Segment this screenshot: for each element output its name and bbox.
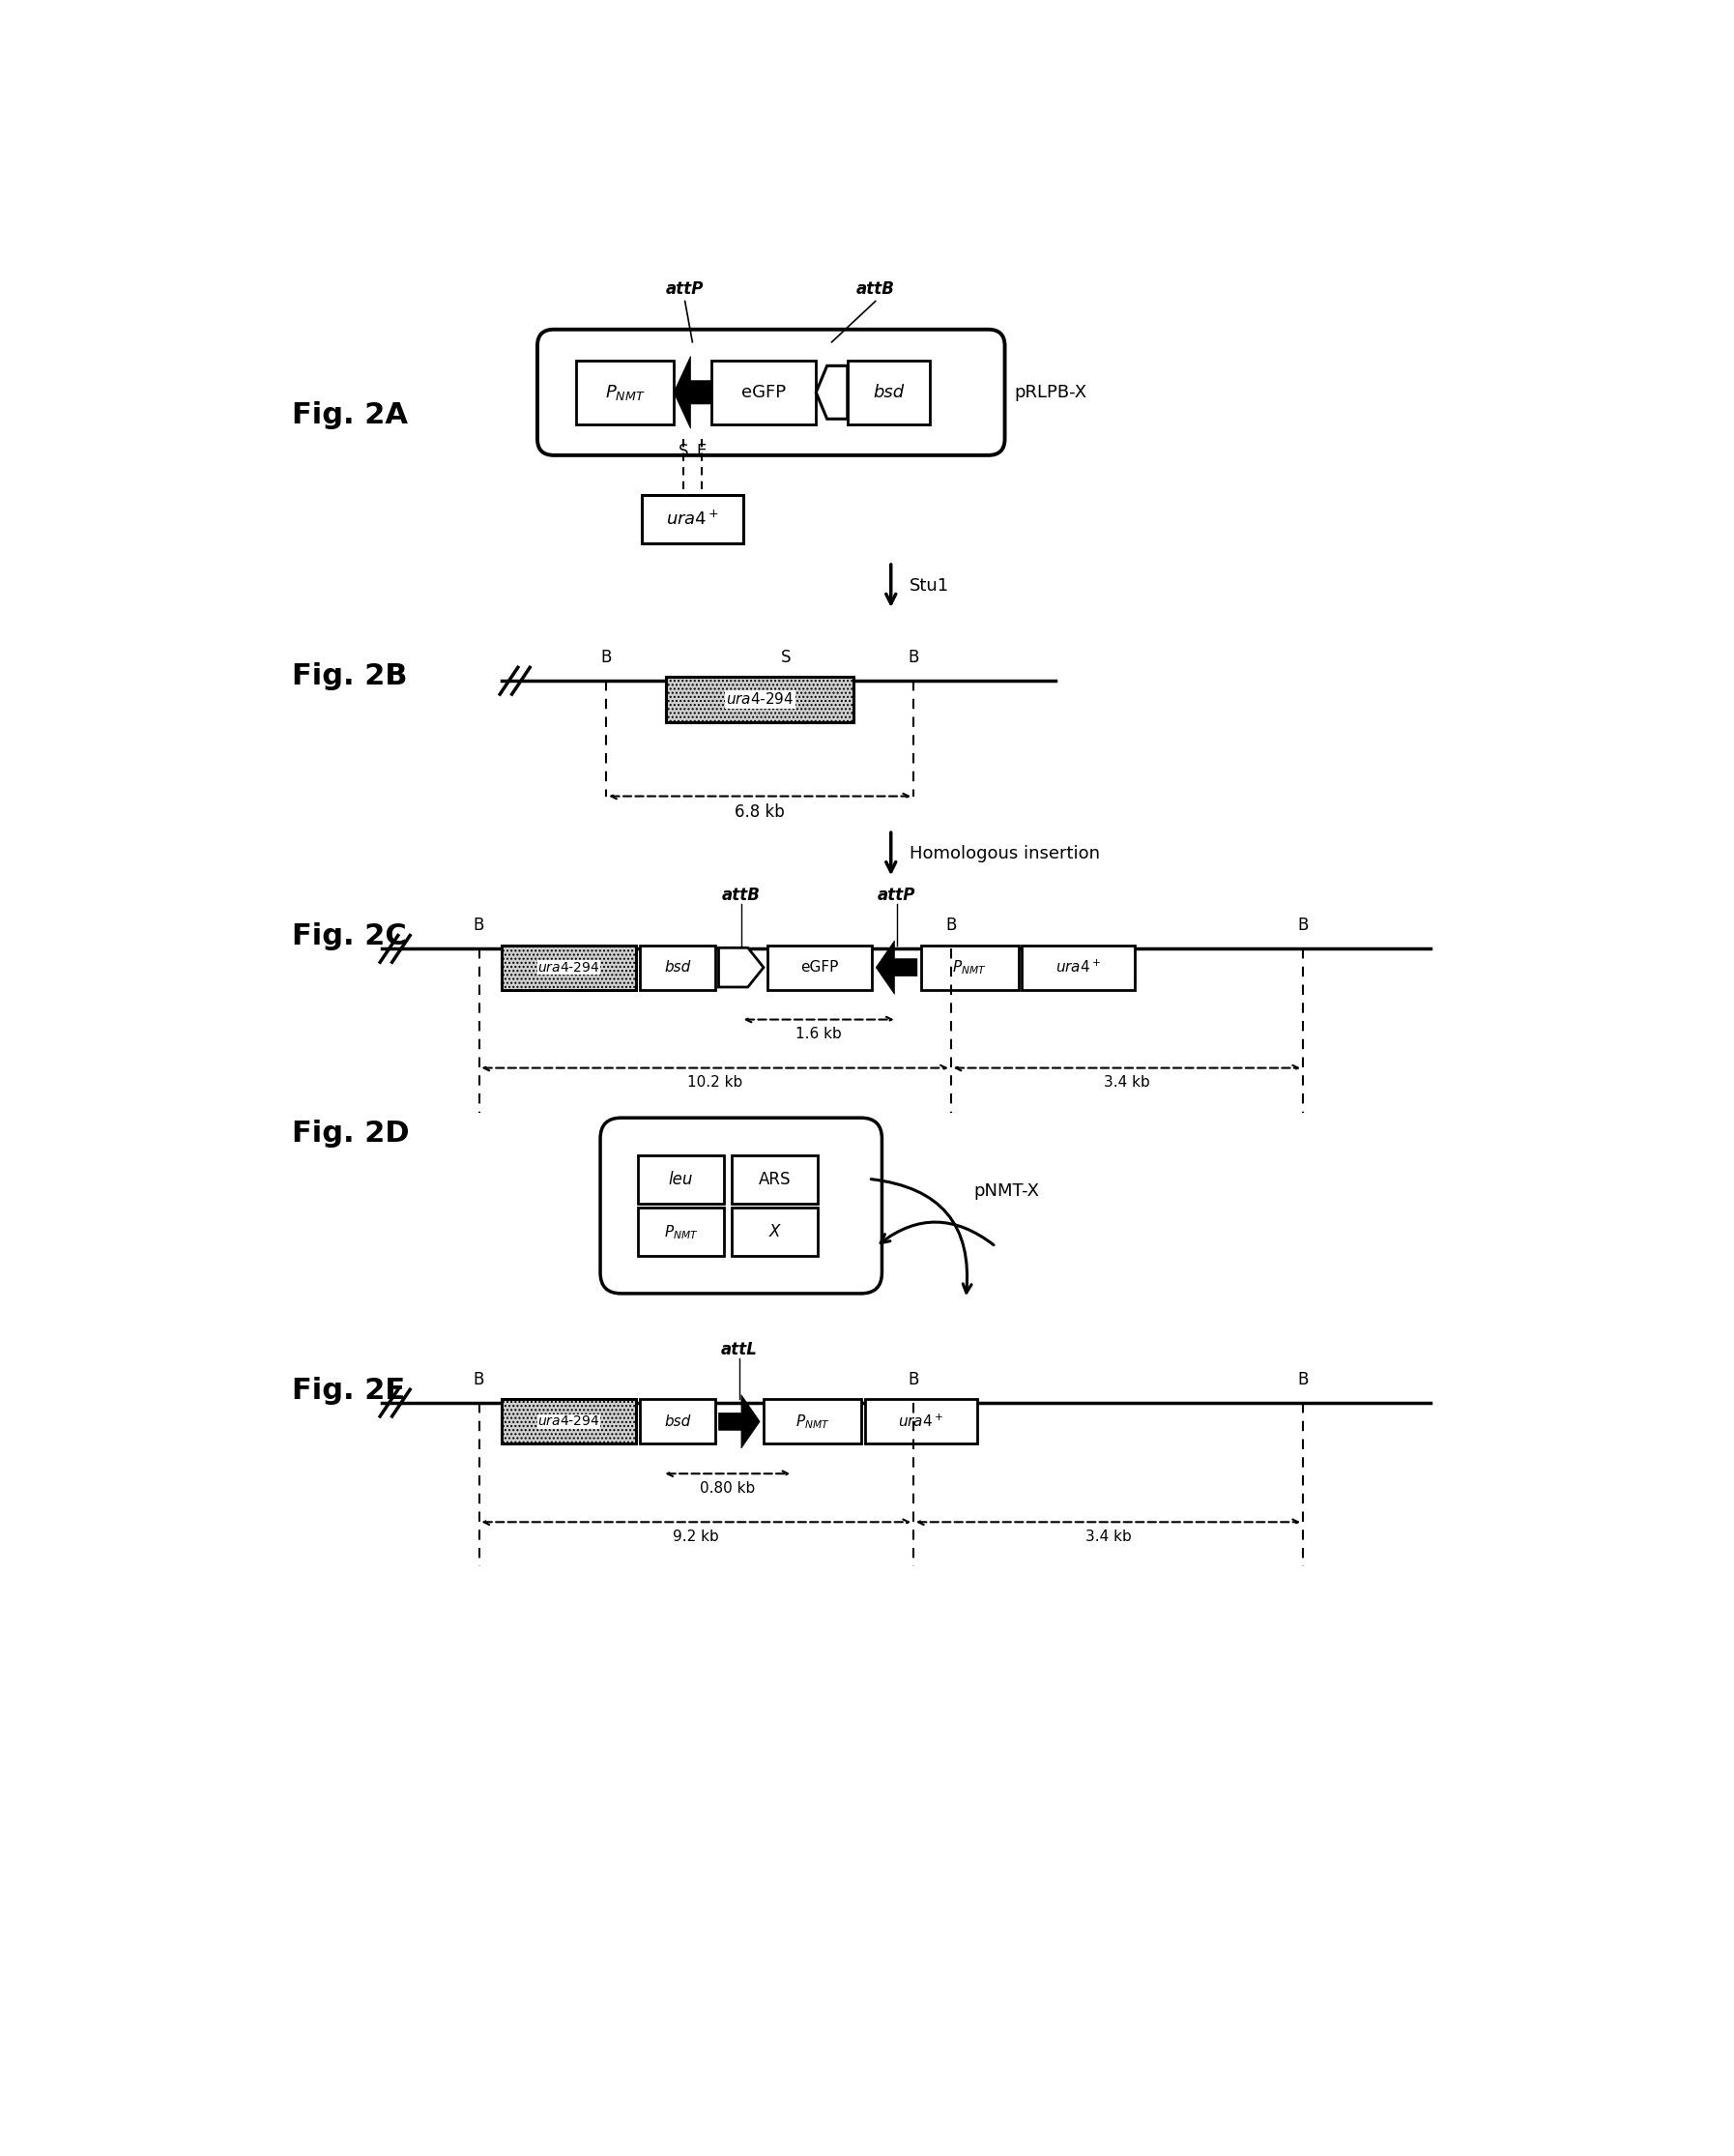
Text: B: B	[1297, 1371, 1309, 1388]
FancyBboxPatch shape	[600, 1117, 883, 1294]
Text: eGFP: eGFP	[801, 959, 839, 975]
Text: attP: attP	[877, 886, 916, 903]
Text: attB: attB	[857, 280, 895, 298]
FancyBboxPatch shape	[732, 1207, 817, 1257]
Text: bsd: bsd	[874, 384, 903, 401]
Polygon shape	[675, 356, 711, 429]
Text: bsd: bsd	[664, 1414, 690, 1429]
Text: Fig. 2B: Fig. 2B	[291, 662, 407, 690]
FancyBboxPatch shape	[865, 1399, 976, 1445]
Polygon shape	[718, 1395, 759, 1449]
FancyBboxPatch shape	[640, 1399, 714, 1445]
Text: 10.2 kb: 10.2 kb	[687, 1076, 742, 1091]
FancyBboxPatch shape	[501, 944, 636, 990]
Polygon shape	[718, 949, 763, 987]
Text: attB: attB	[721, 886, 761, 903]
Text: $P_{NMT}$: $P_{NMT}$	[605, 382, 645, 401]
FancyBboxPatch shape	[576, 360, 675, 425]
Text: Fig. 2E: Fig. 2E	[291, 1378, 404, 1406]
Text: $P_{NMT}$: $P_{NMT}$	[796, 1412, 829, 1432]
Text: $ura4^+$: $ura4^+$	[666, 509, 720, 528]
FancyBboxPatch shape	[666, 677, 853, 722]
Text: S: S	[780, 649, 791, 666]
FancyBboxPatch shape	[848, 360, 929, 425]
Text: Stu1: Stu1	[910, 578, 950, 595]
FancyBboxPatch shape	[732, 1156, 817, 1203]
Text: $P_{NMT}$: $P_{NMT}$	[952, 959, 987, 977]
Text: 0.80 kb: 0.80 kb	[701, 1481, 756, 1496]
FancyBboxPatch shape	[1021, 944, 1134, 990]
Text: $P_{NMT}$: $P_{NMT}$	[664, 1222, 699, 1242]
Text: attL: attL	[721, 1341, 758, 1358]
Text: S: S	[678, 442, 688, 459]
Text: 1.6 kb: 1.6 kb	[796, 1026, 843, 1041]
Text: $ura4$-$294$: $ura4$-$294$	[538, 1414, 600, 1427]
Text: attP: attP	[666, 280, 704, 298]
Text: Homologous insertion: Homologous insertion	[910, 845, 1099, 862]
Text: 3.4 kb: 3.4 kb	[1105, 1076, 1150, 1091]
Text: B: B	[909, 649, 919, 666]
FancyBboxPatch shape	[640, 944, 714, 990]
Text: B: B	[945, 916, 957, 934]
Text: X: X	[768, 1222, 780, 1242]
Text: B: B	[473, 916, 484, 934]
Text: Fig. 2A: Fig. 2A	[291, 401, 407, 429]
Text: bsd: bsd	[664, 959, 690, 975]
Text: B: B	[473, 1371, 484, 1388]
Text: E: E	[697, 442, 707, 459]
Text: ARS: ARS	[758, 1171, 791, 1188]
Text: 6.8 kb: 6.8 kb	[735, 804, 786, 821]
FancyBboxPatch shape	[642, 494, 742, 543]
Text: $ura4$-$294$: $ura4$-$294$	[538, 962, 600, 975]
Text: $ura4^+$: $ura4^+$	[1056, 959, 1101, 977]
Text: leu: leu	[669, 1171, 694, 1188]
Text: eGFP: eGFP	[742, 384, 786, 401]
FancyBboxPatch shape	[711, 360, 817, 425]
FancyBboxPatch shape	[768, 944, 872, 990]
FancyBboxPatch shape	[638, 1207, 723, 1257]
FancyBboxPatch shape	[921, 944, 1018, 990]
Text: pNMT-X: pNMT-X	[973, 1181, 1039, 1199]
FancyBboxPatch shape	[501, 1399, 636, 1445]
Text: $ura4^+$: $ura4^+$	[898, 1412, 943, 1429]
Text: B: B	[1297, 916, 1309, 934]
Polygon shape	[876, 940, 917, 994]
Text: 3.4 kb: 3.4 kb	[1085, 1529, 1131, 1544]
Text: 9.2 kb: 9.2 kb	[673, 1529, 720, 1544]
Text: $ura4$-$294$: $ura4$-$294$	[727, 692, 794, 707]
Text: B: B	[600, 649, 612, 666]
FancyBboxPatch shape	[763, 1399, 862, 1445]
Polygon shape	[817, 367, 848, 418]
Text: B: B	[909, 1371, 919, 1388]
FancyBboxPatch shape	[638, 1156, 723, 1203]
Text: pRLPB-X: pRLPB-X	[1014, 384, 1087, 401]
Text: Fig. 2D: Fig. 2D	[291, 1121, 409, 1149]
Text: Fig. 2C: Fig. 2C	[291, 923, 406, 951]
FancyBboxPatch shape	[538, 330, 1004, 455]
